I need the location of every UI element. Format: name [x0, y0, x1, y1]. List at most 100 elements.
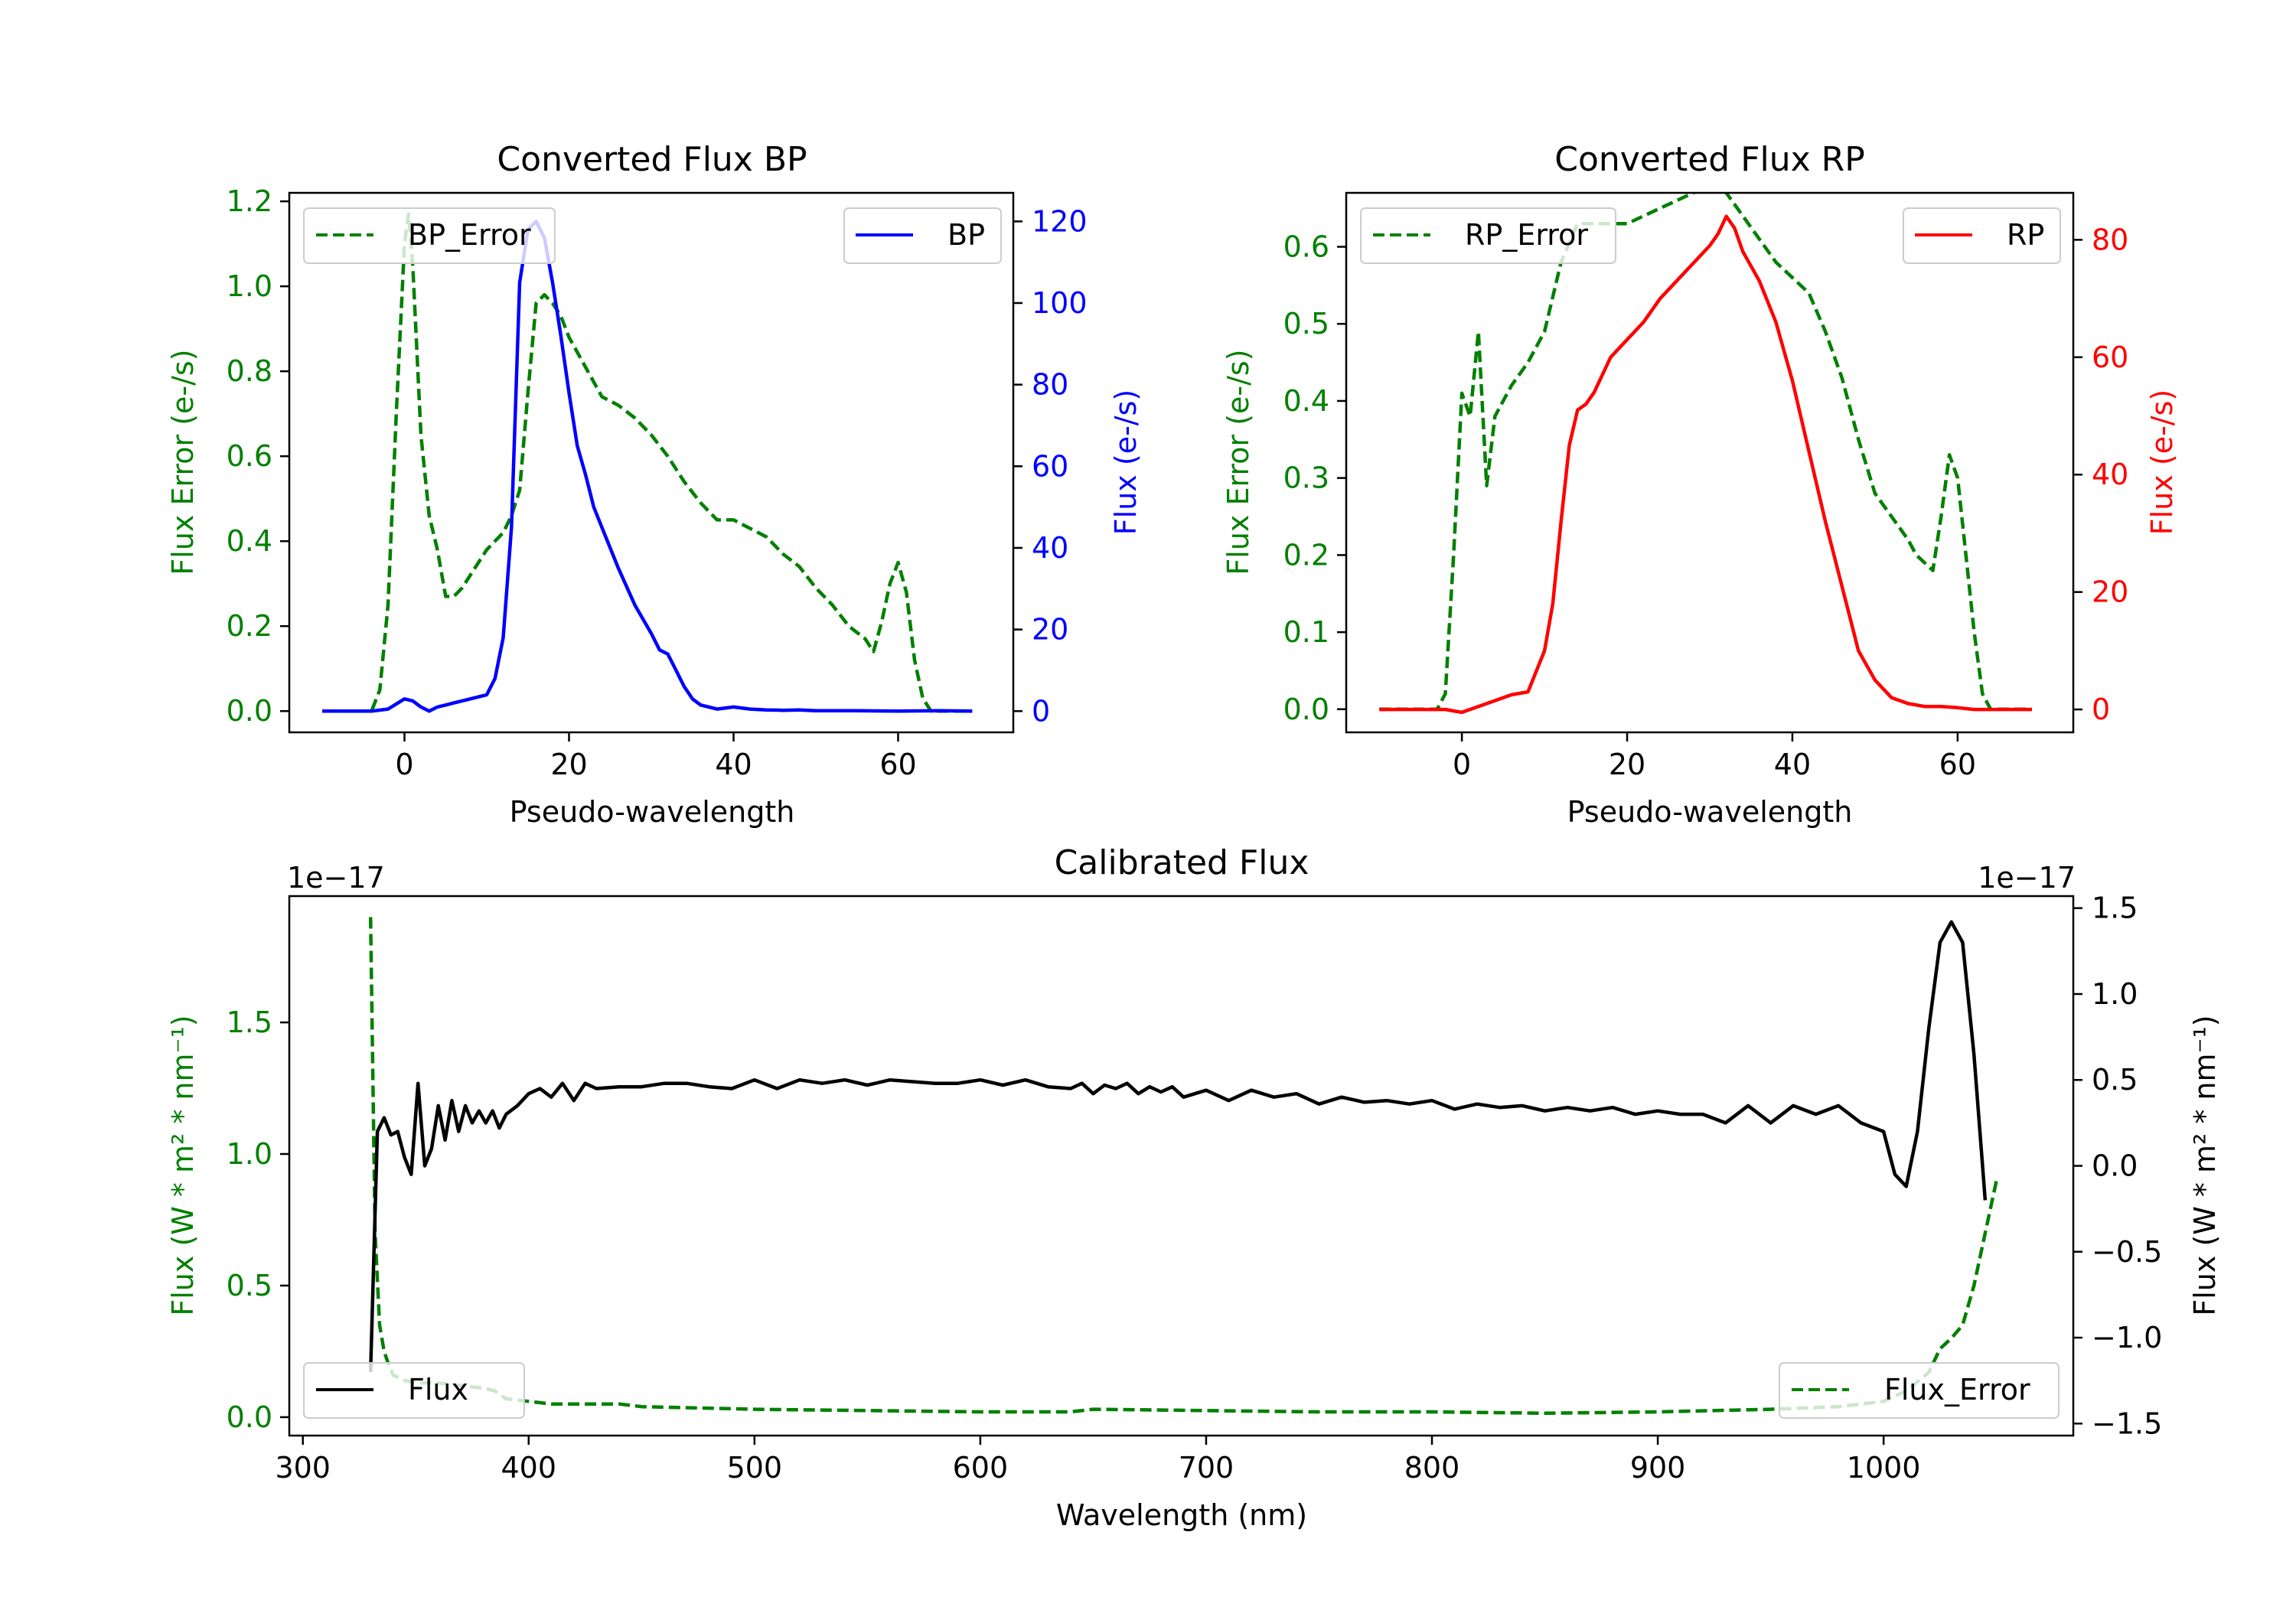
bp-x-label: Pseudo-wavelength — [510, 795, 795, 829]
left-tick-label: 0.1 — [1283, 615, 1329, 649]
right-tick-label: 0.5 — [2092, 1063, 2138, 1097]
left-tick-label: 0.0 — [227, 694, 272, 728]
rp-title: Converted Flux RP — [1554, 140, 1865, 179]
right-tick-label: 120 — [1032, 204, 1088, 238]
bp-plot-area — [322, 212, 973, 713]
calibrated-flux-line — [368, 920, 1988, 1372]
calibrated-title: Calibrated Flux — [1055, 843, 1309, 882]
right-tick-label: 60 — [1032, 449, 1068, 483]
calibrated-legend-left: Flux — [303, 1362, 525, 1419]
right-tick-label: −1.5 — [2092, 1407, 2162, 1440]
panel-bp: Converted Flux BP 0 20 40 60 0.00.20.40.60.… — [166, 140, 1143, 829]
rp-left-ticks: 0.0 0.1 0.2 0.3 0.4 0.5 0.6 — [1283, 230, 1346, 726]
right-tick-label: 1.5 — [2092, 892, 2138, 925]
bp-x-ticks: 0 20 40 60 — [395, 732, 917, 781]
right-tick-label: 0.0 — [2092, 1149, 2138, 1183]
left-tick-label: 0.6 — [227, 439, 272, 473]
calibrated-flux-polyline — [368, 920, 1988, 1372]
left-tick-label: 0.6 — [1283, 230, 1329, 264]
rp-axes-frame — [1345, 191, 2075, 734]
right-tick-label: 20 — [2092, 575, 2128, 609]
calibrated-right-ticks: −1.5 −1.0 −0.5 0.0 0.5 1.0 1.5 — [2073, 892, 2162, 1440]
calibrated-left-y-label: Flux (W * m² * nm⁻¹) — [166, 1015, 200, 1315]
right-tick-label: 80 — [1032, 368, 1068, 402]
bp-right-ticks: 0 20 40 60 80 100 120 — [1013, 204, 1088, 728]
rp-legend-left-box — [1360, 207, 1616, 264]
left-tick-label: 0.0 — [227, 1400, 272, 1434]
x-tick-label: 60 — [1939, 748, 1976, 781]
left-tick-label: 0.5 — [1283, 307, 1329, 341]
calibrated-x-ticks: 300 400 500 600 700 800 900 1000 — [275, 1436, 1921, 1485]
rp-right-y-label: Flux (e-/s) — [2145, 390, 2179, 535]
rp-left-y-label: Flux Error (e-/s) — [1221, 349, 1255, 575]
calibrated-legend-right-box — [1779, 1362, 2060, 1419]
bp-title: Converted Flux BP — [497, 140, 807, 179]
calibrated-left-ticks: 0.0 0.5 1.0 1.5 — [227, 1006, 289, 1434]
x-tick-label: 20 — [1609, 748, 1645, 781]
rp-flux-line — [1379, 214, 2032, 715]
x-tick-label: 500 — [727, 1451, 783, 1485]
rp-legend-right: RP — [1903, 207, 2061, 264]
rp-legend-right-label: RP — [2007, 218, 2044, 252]
x-tick-label: 300 — [275, 1451, 331, 1485]
panel-calibrated: Calibrated Flux 1e−17 1e−17 300 400 500 600… — [166, 843, 2222, 1532]
calibrated-legend-right: Flux_Error — [1779, 1362, 2060, 1419]
x-tick-label: 800 — [1404, 1451, 1460, 1485]
right-tick-label: 0 — [1032, 694, 1050, 728]
right-tick-label: 1.0 — [2092, 977, 2138, 1011]
bp-flux-line — [322, 220, 973, 713]
right-tick-label: 40 — [1032, 531, 1068, 565]
x-tick-label: 60 — [879, 748, 916, 781]
bp-legend-right-box — [843, 207, 1002, 264]
x-tick-label: 0 — [395, 748, 413, 781]
left-tick-label: 1.5 — [227, 1006, 272, 1039]
rp-plot-area — [1379, 193, 2032, 715]
rp-legend-right-box — [1903, 207, 2061, 264]
left-tick-label: 0.2 — [1283, 538, 1329, 572]
left-tick-label: 0.0 — [1283, 693, 1329, 726]
calibrated-x-label: Wavelength (nm) — [1056, 1498, 1307, 1532]
right-tick-label: 80 — [2092, 223, 2128, 256]
calibrated-legend-right-label: Flux_Error — [1884, 1373, 2030, 1407]
bp-left-y-label: Flux Error (e-/s) — [166, 349, 200, 575]
left-tick-label: 1.0 — [227, 1137, 272, 1171]
x-tick-label: 700 — [1179, 1451, 1234, 1485]
bp-legend-left-box — [303, 207, 556, 264]
bp-error-polyline — [322, 212, 973, 713]
right-tick-label: 60 — [2092, 341, 2128, 374]
x-tick-label: 400 — [501, 1451, 557, 1485]
right-tick-label: 40 — [2092, 458, 2128, 491]
bp-legend-right: BP — [843, 207, 1002, 264]
left-tick-label: 0.5 — [227, 1269, 272, 1302]
right-tick-label: −0.5 — [2092, 1235, 2162, 1269]
right-tick-label: 100 — [1032, 286, 1088, 320]
x-tick-label: 0 — [1453, 748, 1471, 781]
left-tick-label: 0.3 — [1283, 461, 1329, 495]
bp-error-line — [322, 212, 973, 713]
calibrated-legend-left-label: Flux — [408, 1373, 468, 1407]
bp-right-y-label: Flux (e-/s) — [1109, 390, 1143, 535]
rp-flux-polyline — [1379, 214, 2032, 715]
x-tick-label: 20 — [550, 748, 587, 781]
right-tick-label: −1.0 — [2092, 1321, 2162, 1354]
bp-axes-frame — [288, 191, 1015, 734]
bp-legend-left: BP_Error — [303, 207, 556, 264]
bp-legend-left-label: BP_Error — [408, 218, 531, 252]
rp-right-ticks: 0 20 40 60 80 — [2073, 223, 2128, 726]
left-tick-label: 0.4 — [1283, 384, 1329, 418]
x-tick-label: 600 — [953, 1451, 1009, 1485]
calibrated-legend-left-box — [303, 1362, 525, 1419]
left-tick-label: 0.2 — [227, 609, 272, 643]
right-tick-label: 20 — [1032, 613, 1068, 647]
calibrated-left-offset: 1e−17 — [287, 861, 385, 895]
bp-flux-polyline — [322, 220, 973, 713]
left-tick-label: 0.4 — [227, 524, 272, 558]
rp-x-label: Pseudo-wavelength — [1567, 795, 1853, 829]
calibrated-right-offset: 1e−17 — [1978, 861, 2076, 895]
rp-legend-left-label: RP_Error — [1465, 218, 1588, 252]
x-tick-label: 1000 — [1847, 1451, 1921, 1485]
left-tick-label: 1.2 — [227, 184, 272, 218]
calibrated-right-y-label: Flux (W * m² * nm⁻¹) — [2188, 1015, 2222, 1315]
rp-legend-left: RP_Error — [1360, 207, 1616, 264]
